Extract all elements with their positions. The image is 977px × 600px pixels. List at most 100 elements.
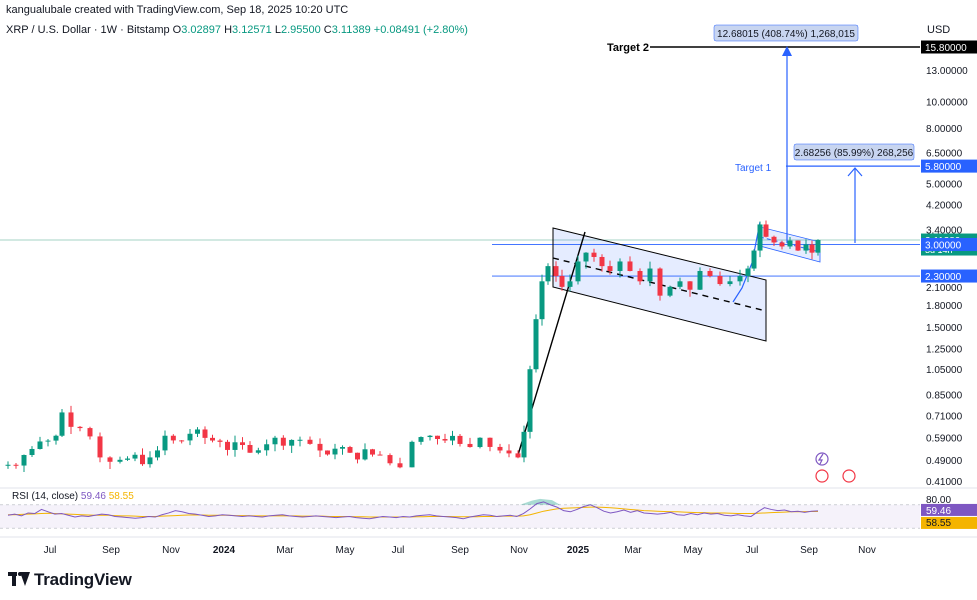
event-lightning-icon — [815, 452, 829, 466]
candle-body — [567, 281, 573, 287]
candle-body — [347, 447, 353, 453]
x-tick-label: Nov — [510, 545, 528, 556]
candle-body — [37, 441, 43, 449]
candle-body — [170, 435, 176, 441]
candle-body — [179, 440, 185, 442]
candle-body — [771, 236, 777, 243]
target2-arrow-head — [782, 46, 792, 56]
candle-body — [87, 428, 93, 437]
x-tick-label: Nov — [162, 545, 180, 556]
x-tick-label: Jul — [44, 545, 57, 556]
candle-body — [787, 240, 793, 247]
x-tick-label: Sep — [451, 545, 469, 556]
candle-body — [533, 319, 539, 370]
y-tick-label: 0.85000 — [926, 390, 963, 401]
candle-body — [240, 442, 245, 445]
target1-label: Target 1 — [735, 163, 772, 174]
candle-body — [599, 256, 605, 267]
y-tick-label: 1.50000 — [926, 323, 963, 334]
candle-body — [627, 261, 633, 271]
x-tick-label: Jul — [746, 545, 759, 556]
rsi-title: RSI (14, close) — [12, 491, 79, 502]
candle-body — [477, 437, 483, 448]
close-value: 3.11389 — [331, 24, 371, 36]
candle-body — [795, 240, 801, 251]
candle-body — [340, 447, 345, 449]
y-tick-label: 1.05000 — [926, 365, 963, 376]
tradingview-brand: TradingView — [8, 570, 132, 590]
change-value: +0.08491 (+2.80%) — [373, 24, 468, 36]
event-lightning-glyph — [817, 453, 824, 465]
candle-body — [289, 439, 295, 446]
x-tick-label: Mar — [624, 545, 642, 556]
x-tick-label: May — [336, 545, 355, 556]
high-value: 3.12571 — [232, 24, 272, 36]
candle-body — [297, 439, 303, 441]
candle-body — [657, 268, 663, 296]
candle-body — [202, 429, 208, 438]
candle-body — [247, 444, 253, 453]
candle-body — [539, 281, 545, 320]
candle-body — [553, 266, 559, 277]
rsi-line — [7, 501, 819, 520]
candle-body — [559, 276, 565, 287]
candle-body — [45, 440, 51, 442]
price-label-box — [921, 237, 977, 251]
us-flag-icon — [842, 469, 856, 483]
us-flag-icon — [815, 469, 829, 483]
candle-body — [467, 443, 473, 448]
candle-body — [497, 446, 503, 451]
candle-body — [506, 450, 512, 454]
rsi-overbought-fill — [580, 504, 598, 505]
candle-body — [107, 457, 113, 462]
candle-body — [757, 224, 763, 251]
candle-body — [397, 463, 403, 468]
y-tick-label: 0.59000 — [926, 434, 963, 445]
y-tick-label: 6.50000 — [926, 149, 963, 160]
candle-body — [487, 437, 493, 447]
x-tick-label: Jul — [392, 545, 405, 556]
candle-body — [195, 429, 200, 434]
candle-body — [21, 455, 27, 466]
rsi-ma-label: 58.55 — [926, 518, 951, 529]
x-tick-label: Sep — [102, 545, 120, 556]
measure-small-box — [793, 143, 915, 161]
y-tick-label: 2.10000 — [926, 283, 963, 294]
y-tick-label: 4.20000 — [926, 200, 963, 211]
measure-small-text: 2.68256 (85.99%) 268,256 — [795, 148, 914, 159]
candle-body — [809, 244, 815, 253]
y-tick-label: 5.00000 — [926, 180, 963, 191]
candle-body — [125, 458, 130, 460]
candle-body — [210, 437, 215, 441]
rsi-legend-value: 59.46 — [80, 491, 106, 502]
price-label-box — [921, 40, 977, 54]
x-tick-label: Sep — [800, 545, 818, 556]
x-tick-label: May — [684, 545, 703, 556]
rsi-ma-box — [921, 516, 977, 529]
rsi-value-label: 59.46 — [926, 506, 951, 517]
candle-body — [707, 270, 713, 277]
close-label: C — [323, 24, 332, 36]
x-tick-label: Nov — [858, 545, 876, 556]
target1-arrow-head — [847, 167, 863, 177]
x-tick-label: 2025 — [567, 545, 590, 556]
candle-body — [53, 435, 59, 441]
rsi-overbought-fill — [520, 498, 560, 505]
rsi-value-box — [921, 503, 977, 516]
candle-body — [362, 449, 368, 460]
candle-body — [637, 270, 643, 282]
candle-body — [97, 436, 103, 458]
price-label-text: 15.80000 — [925, 43, 967, 54]
candle-body — [187, 433, 193, 441]
candle-body — [687, 281, 693, 290]
rsi-legend-ma: 58.55 — [108, 491, 134, 502]
brand-name: TradingView — [34, 570, 132, 589]
candle-body — [647, 268, 653, 282]
candle-body — [815, 240, 821, 253]
candle-body — [617, 261, 623, 271]
candle-body — [132, 454, 138, 459]
candle-body — [147, 457, 153, 465]
price-label-text: 3.00000 — [925, 240, 962, 251]
candle-body — [442, 439, 448, 441]
